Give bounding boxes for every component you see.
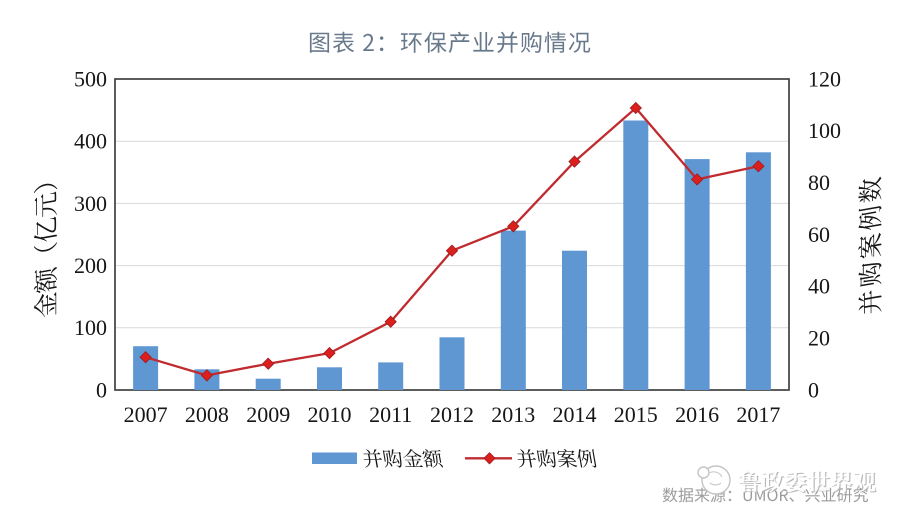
svg-text:2010: 2010 — [308, 402, 352, 427]
svg-text:400: 400 — [74, 129, 107, 154]
svg-text:2013: 2013 — [491, 402, 535, 427]
svg-text:0: 0 — [96, 377, 107, 402]
svg-text:2012: 2012 — [430, 402, 474, 427]
svg-text:60: 60 — [808, 222, 830, 247]
svg-text:500: 500 — [74, 66, 107, 91]
svg-text:100: 100 — [808, 118, 841, 143]
svg-text:2016: 2016 — [675, 402, 719, 427]
svg-text:200: 200 — [74, 253, 107, 278]
svg-text:2011: 2011 — [369, 402, 412, 427]
svg-text:300: 300 — [74, 191, 107, 216]
svg-text:2009: 2009 — [246, 402, 290, 427]
svg-text:20: 20 — [808, 326, 830, 351]
svg-text:2015: 2015 — [614, 402, 658, 427]
svg-text:2017: 2017 — [736, 402, 780, 427]
svg-text:120: 120 — [808, 66, 841, 91]
svg-text:80: 80 — [808, 170, 830, 195]
svg-text:40: 40 — [808, 274, 830, 299]
svg-text:2007: 2007 — [124, 402, 168, 427]
svg-text:0: 0 — [808, 377, 819, 402]
svg-text:2008: 2008 — [185, 402, 229, 427]
svg-text:100: 100 — [74, 315, 107, 340]
svg-text:2014: 2014 — [553, 402, 597, 427]
